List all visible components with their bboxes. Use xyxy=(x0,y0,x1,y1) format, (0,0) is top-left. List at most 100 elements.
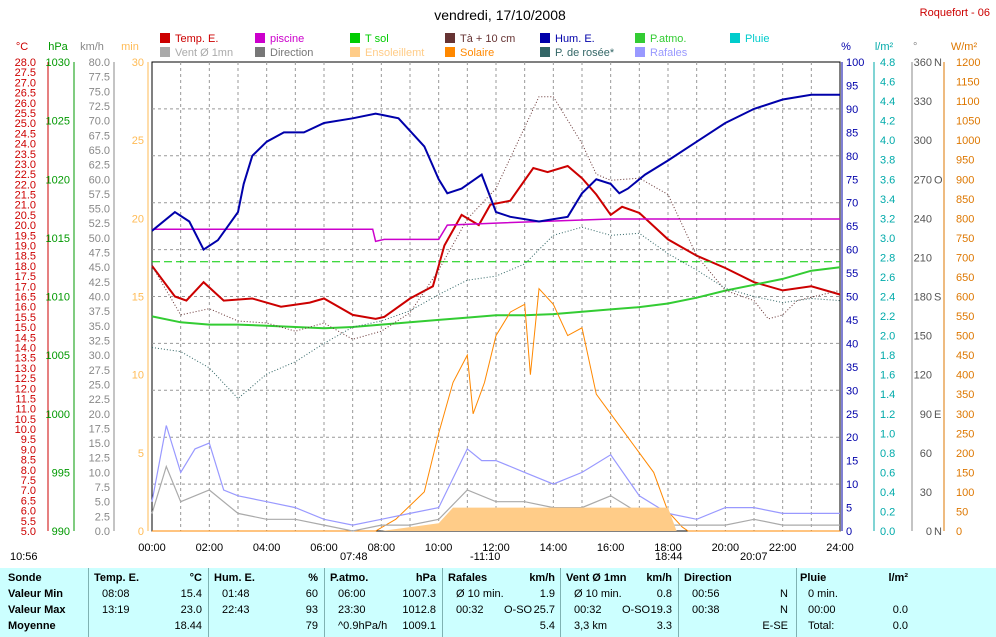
table-cell-value: 0.0 xyxy=(892,620,908,632)
table-row-label: Moyenne xyxy=(8,620,56,632)
table-cell-value: 15.4 xyxy=(180,588,202,600)
table-cell-value: 1007.3 xyxy=(402,588,436,600)
dir-tick-label: 210 xyxy=(914,252,932,264)
press-axis-unit: hPa xyxy=(48,41,68,53)
dir-tick-label: 120 xyxy=(914,370,932,382)
table-cell-value: 5.4 xyxy=(539,620,555,632)
legend-label: Solaire xyxy=(460,47,494,59)
temp-tick-label: 14.5 xyxy=(15,332,36,344)
table-cell-value: 1009.1 xyxy=(402,620,436,632)
rain-tick-label: 1.0 xyxy=(880,428,895,440)
summary-table: Sonde Temp. E. °C Hum. E.% P.atmo. hPa Rafales… xyxy=(0,568,996,637)
sun-tick-label: 25 xyxy=(132,135,144,147)
table-divider xyxy=(324,568,325,637)
temp-tick-label: 10.5 xyxy=(15,414,36,426)
rain-axis-unit: l/m² xyxy=(875,41,894,53)
table-divider xyxy=(560,568,561,637)
table-divider xyxy=(88,568,89,637)
sun-tick-label: 30 xyxy=(132,57,144,69)
solar-tick-label: 100 xyxy=(956,487,974,499)
temp-tick-label: 9.0 xyxy=(21,444,36,456)
hum-tick-label: 100 xyxy=(846,57,864,69)
hum-tick-label: 90 xyxy=(846,104,858,116)
legend-label: Ensoleillemt xyxy=(365,47,424,59)
legend-swatch xyxy=(255,33,265,43)
temp-tick-label: 17.0 xyxy=(15,281,36,293)
legend-label: T sol xyxy=(365,33,389,45)
legend-label: Hum. E. xyxy=(555,33,595,45)
temp-tick-label: 11.0 xyxy=(15,404,36,416)
chart-grid xyxy=(151,61,841,532)
temp-tick-label: 27.5 xyxy=(15,67,36,79)
hum-tick-label: 30 xyxy=(846,385,858,397)
legend-swatch xyxy=(635,47,645,57)
legend-swatch xyxy=(540,47,550,57)
solar-tick-label: 850 xyxy=(956,194,974,206)
chart-axes: °C5.05.56.06.57.07.58.08.59.09.510.010.5… xyxy=(15,41,981,554)
table-cell-time: 13:19 xyxy=(102,604,130,616)
temp-tick-label: 5.0 xyxy=(21,526,36,538)
time-tick-label: 20:00 xyxy=(712,542,740,554)
hum-tick-label: 0 xyxy=(846,526,852,538)
rain-tick-label: 4.2 xyxy=(880,116,895,128)
table-cell-time: ^0.9hPa/h xyxy=(338,620,388,632)
time-tick-label: 06:00 xyxy=(310,542,338,554)
table-cell-time: Total: xyxy=(808,620,835,632)
hum-tick-label: 5 xyxy=(846,503,852,515)
time-tick-label: 24:00 xyxy=(826,542,854,554)
rain-tick-label: 0.8 xyxy=(880,448,895,460)
temp-tick-label: 5.5 xyxy=(21,516,36,528)
temp-tick-label: 18.5 xyxy=(15,251,36,263)
solar-tick-label: 300 xyxy=(956,409,974,421)
temp-tick-label: 19.5 xyxy=(15,230,36,242)
table-cell-time: 08:08 xyxy=(102,588,130,600)
solar-tick-label: 0 xyxy=(956,526,962,538)
time-tick-label: 12:00 xyxy=(482,542,510,554)
series-line xyxy=(151,226,841,400)
solar-tick-label: 950 xyxy=(956,155,974,167)
table-cell-value: 25.7 xyxy=(533,604,555,616)
hum-axis-unit: % xyxy=(841,41,851,53)
legend-label: Rafales xyxy=(650,47,688,59)
rain-tick-label: 0.4 xyxy=(880,487,895,499)
solar-tick-label: 500 xyxy=(956,331,974,343)
press-tick-label: 1030 xyxy=(46,57,70,69)
chart-legend: Temp. E. piscine T sol Tà + 10 cm Hum. E. P.a… xyxy=(160,33,769,59)
hum-tick-label: 20 xyxy=(846,432,858,444)
table-cell-value: 1012.8 xyxy=(402,604,436,616)
legend-label: P. de rosée* xyxy=(555,47,615,59)
wind-tick-label: 0.0 xyxy=(95,526,110,538)
table-cell-time: Ø 10 min. xyxy=(456,588,504,600)
legend-label: Pluie xyxy=(745,33,769,45)
dir-tick-label: 180 xyxy=(914,292,932,304)
event-markers: 10:56 07:48 -11:10 18:44 20:07 xyxy=(10,551,768,563)
hum-tick-label: 65 xyxy=(846,221,858,233)
wind-tick-label: 32.5 xyxy=(89,335,110,347)
event-label: 10:56 xyxy=(10,551,38,563)
dir-tick-label: 270 xyxy=(914,174,932,186)
temp-tick-label: 18.0 xyxy=(15,261,36,273)
temp-tick-label: 7.5 xyxy=(21,475,36,487)
table-row-label: Valeur Min xyxy=(8,588,64,600)
time-tick-label: 08:00 xyxy=(368,542,396,554)
wind-tick-label: 35.0 xyxy=(89,321,110,333)
table-cell-time: 0 min. xyxy=(808,588,838,600)
hum-tick-label: 50 xyxy=(846,292,858,304)
hum-tick-label: 35 xyxy=(846,362,858,374)
dir-cardinal-label: N xyxy=(934,57,942,69)
rain-tick-label: 0.0 xyxy=(880,526,895,538)
solar-tick-label: 450 xyxy=(956,350,974,362)
solar-tick-label: 600 xyxy=(956,292,974,304)
temp-tick-label: 23.0 xyxy=(15,159,36,171)
temp-tick-label: 22.0 xyxy=(15,179,36,191)
press-tick-label: 1025 xyxy=(46,116,70,128)
dir-tick-label: 60 xyxy=(920,448,932,460)
table-header: Rafales xyxy=(448,572,488,584)
temp-tick-label: 8.5 xyxy=(21,455,36,467)
table-cell-time: 22:43 xyxy=(222,604,250,616)
table-header-unit: km/h xyxy=(646,572,672,584)
wind-tick-label: 62.5 xyxy=(89,160,110,172)
solar-tick-label: 250 xyxy=(956,428,974,440)
table-cell-time: 3,3 km xyxy=(574,620,608,632)
event-label: 07:48 xyxy=(340,551,368,563)
